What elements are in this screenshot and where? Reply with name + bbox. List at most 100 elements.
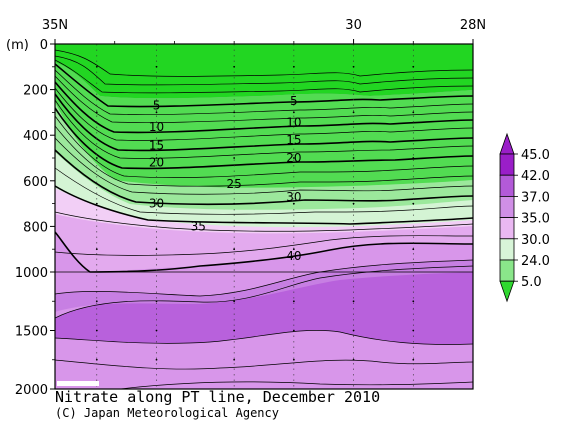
station-sample-dot	[233, 111, 236, 114]
contour-line	[119, 381, 473, 389]
contour-line	[55, 49, 473, 77]
colorbar-level-label: 5.0	[521, 275, 542, 290]
filled-contour-bands	[55, 44, 473, 389]
chart-credit: (C) Japan Meteorological Agency	[55, 406, 279, 420]
colorbar-level-label: 35.0	[521, 212, 550, 227]
band-30	[55, 150, 473, 228]
station-sample-dot	[352, 248, 355, 251]
station-sample-dot	[233, 329, 236, 332]
station-sample-dot	[155, 248, 158, 251]
colorbar-segment	[499, 238, 515, 261]
x-tick-label: 35N	[42, 18, 68, 33]
contour-line-15	[55, 93, 473, 152]
contour-label: 30	[149, 197, 164, 211]
contour-label: 30	[286, 190, 301, 204]
y-axis-unit-label: (m)	[6, 38, 29, 53]
contour-labels: 5 5 10 10 15 15 20 20 25 30 30 35 40	[149, 94, 302, 263]
contour-line	[55, 55, 473, 86]
station-sample-dot	[95, 111, 98, 114]
contour-label: 25	[227, 177, 242, 191]
station-sample-dot	[155, 157, 158, 159]
station-sample-dot	[292, 300, 295, 303]
contour-line	[55, 137, 473, 195]
y-tick-label: 400	[23, 129, 48, 144]
colorbar-bottom-arrow	[499, 280, 515, 303]
colorbar-level-label: 37.0	[521, 190, 550, 205]
station-sample-dot	[155, 202, 158, 205]
contour-line	[55, 265, 473, 319]
contour-line-30	[55, 149, 473, 205]
colorbar-level-label: 45.0	[521, 148, 550, 163]
station-sample-dot	[155, 300, 158, 303]
contour-line	[55, 59, 473, 94]
station-sample-dot	[155, 358, 158, 361]
contour-line	[55, 211, 473, 232]
station-sample-dot	[352, 111, 355, 114]
x-axis: 35N 30 28N	[42, 18, 486, 44]
station-sample-dot	[292, 111, 295, 114]
contour-line	[55, 330, 473, 345]
band-45-core	[55, 266, 473, 345]
colorbar: 45.0 42.0 37.0 35.0 30.0 24.0 5.0	[499, 132, 550, 303]
contour-line	[55, 75, 473, 123]
colorbar-level-label: 30.0	[521, 233, 550, 248]
contour-line	[55, 359, 473, 370]
station-sample-dot	[233, 300, 236, 303]
contour-line-10	[55, 81, 473, 134]
contour-label: 10	[286, 116, 301, 130]
station-sample-dot	[95, 300, 98, 303]
y-tick-label: 600	[23, 175, 48, 190]
station-sample-dot	[95, 248, 98, 251]
station-sample-dot	[412, 358, 415, 361]
y-tick-label: 0	[40, 38, 48, 53]
contour-line	[55, 259, 473, 297]
contour-line	[55, 235, 473, 256]
contour-line	[55, 69, 473, 115]
contour-line	[55, 115, 473, 179]
colorbar-segment	[499, 259, 515, 282]
station-sample-dot	[412, 111, 415, 114]
band-37	[55, 212, 473, 272]
station-sample-dot	[352, 329, 355, 332]
chart-title: Nitrate along PT line, December 2010	[55, 388, 381, 406]
station-sample-dot	[352, 358, 355, 361]
station-sample-dot	[292, 358, 295, 361]
scale-bar-mark	[57, 381, 99, 386]
colorbar-level-label: 42.0	[521, 169, 550, 184]
station-sample-dot	[155, 111, 158, 114]
y-tick-label: 200	[23, 84, 48, 99]
station-sample-dot	[292, 329, 295, 332]
station-sample-dot	[412, 300, 415, 303]
station-sample-dot	[95, 65, 98, 68]
station-sample-dot	[352, 202, 355, 205]
station-sample-dot	[233, 157, 236, 159]
station-sample-dot	[412, 65, 415, 68]
contour-line-40	[55, 231, 473, 273]
contour-label: 20	[149, 156, 164, 170]
band-surface	[55, 44, 473, 99]
station-sample-dot	[352, 157, 355, 159]
colorbar-top-arrow	[499, 132, 515, 155]
station-sample-dot	[233, 65, 236, 68]
station-sample-dot	[412, 329, 415, 332]
station-sample-dot	[155, 65, 158, 68]
contour-line-25	[55, 125, 473, 187]
station-sample-dot	[233, 358, 236, 361]
colorbar-segment	[499, 153, 515, 176]
colorbar-segment	[499, 195, 515, 218]
x-tick-label: 28N	[460, 18, 486, 33]
contour-line	[55, 87, 473, 141]
y-tick-label: 800	[23, 220, 48, 235]
station-sample-dot	[95, 329, 98, 332]
station-sample-dot	[412, 202, 415, 205]
colorbar-level-label: 24.0	[521, 254, 550, 269]
station-sample-dot	[95, 157, 98, 159]
contour-label: 35	[191, 219, 206, 233]
contour-line	[55, 167, 473, 215]
contour-label: 20	[286, 151, 301, 165]
station-sample-dot	[412, 248, 415, 251]
station-sample-dot	[412, 157, 415, 159]
station-sample-dot	[352, 300, 355, 303]
station-sample-dot	[95, 358, 98, 361]
